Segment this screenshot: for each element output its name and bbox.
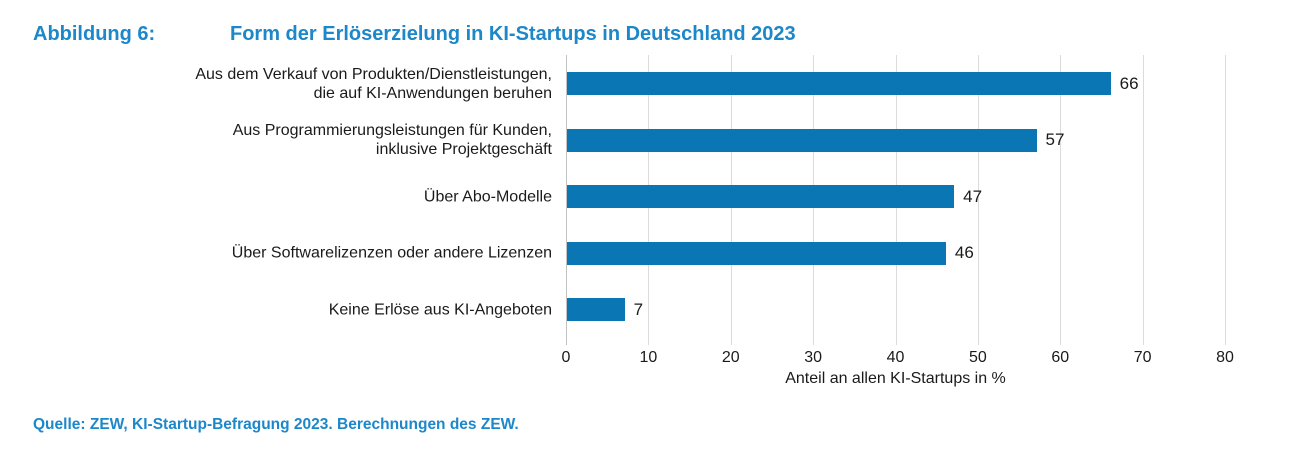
bar bbox=[567, 298, 625, 321]
bar-value-label: 46 bbox=[954, 243, 974, 262]
category-label: Keine Erlöse aus KI-Angeboten bbox=[328, 301, 552, 318]
bar bbox=[567, 72, 1111, 95]
category-label: Aus Programmierungsleistungen für Kunden… bbox=[232, 122, 552, 158]
x-axis-label: Anteil an allen KI-Startups in % bbox=[785, 370, 1006, 387]
figure-number-label: Abbildung 6: bbox=[33, 23, 156, 45]
category-label: Über Abo-Modelle bbox=[423, 188, 552, 205]
bar-value-label: 7 bbox=[633, 299, 644, 319]
bar bbox=[567, 128, 1037, 152]
gridline bbox=[977, 55, 979, 345]
x-tick-label: 70 bbox=[1133, 349, 1152, 366]
gridline bbox=[1060, 55, 1062, 345]
x-tick-label: 20 bbox=[721, 349, 740, 366]
gridline bbox=[1142, 55, 1144, 345]
axis-zero-line bbox=[566, 55, 567, 345]
x-tick-label: 40 bbox=[886, 349, 905, 366]
x-tick-label: 80 bbox=[1216, 349, 1234, 366]
bar-value-label: 66 bbox=[1119, 73, 1139, 93]
x-tick-label: 10 bbox=[639, 349, 658, 366]
x-tick-label: 30 bbox=[804, 349, 823, 366]
bar-value-label: 57 bbox=[1045, 130, 1065, 149]
source-note: Quelle: ZEW, KI-Startup-Befragung 2023. … bbox=[33, 416, 519, 433]
bar-value-label: 47 bbox=[963, 186, 983, 206]
figure-heading: Form der Erlöserzielung in KI-Startups i… bbox=[230, 23, 796, 45]
gridline bbox=[1225, 55, 1226, 345]
figure-title-row: Abbildung 6: Form der Erlöserzielung in … bbox=[0, 23, 1293, 49]
x-tick-label: 0 bbox=[561, 349, 571, 366]
bar bbox=[567, 241, 946, 265]
x-tick-label: 60 bbox=[1051, 349, 1070, 366]
x-tick-label: 50 bbox=[968, 349, 987, 366]
bar bbox=[567, 185, 955, 208]
category-label: Über Softwarelizenzen oder andere Lizenz… bbox=[231, 244, 552, 262]
category-label: Aus dem Verkauf von Produkten/Dienstleis… bbox=[195, 65, 552, 102]
